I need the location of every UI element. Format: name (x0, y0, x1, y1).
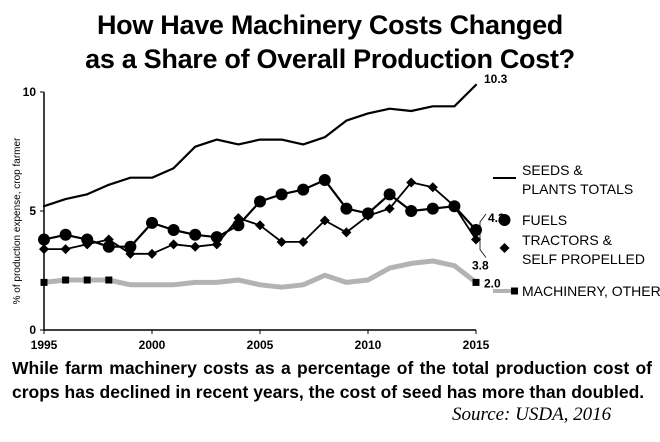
fuels-point (124, 240, 137, 253)
tractors-point (255, 220, 265, 231)
end-value-label: 2.0 (484, 276, 501, 290)
tractors-point (276, 236, 287, 247)
source-note: Source: USDA, 2016 (452, 404, 612, 425)
series-line (42, 83, 478, 208)
series-2 (39, 177, 481, 259)
legend-swatch (498, 214, 511, 226)
tractors-point (211, 239, 222, 250)
legend-item-0: SEEDS & PLANTS TOTALS (493, 162, 633, 197)
tractors-point (319, 215, 330, 226)
y-axis-label: % of production expense, crop farmer (12, 137, 23, 304)
end-value-label: 10.3 (484, 72, 508, 86)
tractors-point (384, 203, 395, 214)
fuels-point (426, 202, 439, 215)
legend-label: SEEDS & (522, 162, 583, 178)
chart-title-line-2: as a Share of Overall Production Cost? (85, 44, 575, 74)
series-3 (40, 258, 480, 290)
tractors-point (103, 234, 114, 245)
series-0 (42, 83, 478, 208)
x-tick-label: 2000 (139, 338, 166, 352)
tractors-point (298, 236, 309, 247)
legend-label: SELF PROPELLED (522, 251, 645, 267)
x-tick-label: 2005 (247, 338, 274, 352)
machinery-point (62, 276, 70, 284)
label-bracket (479, 213, 487, 258)
fuels-point (59, 228, 72, 241)
chart-title-line-1: How Have Machinery Costs Changed (96, 10, 563, 40)
fuels-point (146, 216, 158, 229)
chart-title: How Have Machinery Costs Changed as a Sh… (0, 8, 660, 76)
tractors-point (406, 177, 417, 188)
tractors-point (427, 182, 438, 193)
y-tick-label: 10 (23, 85, 37, 99)
tractors-point (125, 248, 136, 259)
legend-item-1: FUELS (498, 212, 567, 228)
fuels-point (383, 188, 396, 201)
tractors-point (363, 210, 373, 221)
fuels-point (318, 174, 331, 187)
tractors-point (449, 201, 460, 212)
chart-axes: 0 5 10 1995 2000 2005 2010 2015 % of production … (12, 85, 490, 352)
tractors-point (147, 248, 157, 259)
tractors-point (82, 239, 93, 250)
fuels-point (405, 205, 418, 217)
y-tick-label: 0 (29, 323, 36, 337)
tractors-point (190, 241, 201, 252)
fuels-point (470, 224, 482, 237)
machinery-point (83, 276, 91, 284)
line-chart: 0 5 10 1995 2000 2005 2010 2015 % of production … (12, 72, 660, 352)
machinery-point (40, 278, 48, 286)
legend-swatch (499, 243, 510, 253)
legend-swatch (511, 287, 518, 295)
tractors-point (341, 227, 352, 238)
end-value-label: 3.8 (472, 259, 489, 273)
fuels-point (102, 240, 115, 253)
legend-label: TRACTORS & (522, 232, 613, 248)
legend-item-3: MACHINERY, OTHER (493, 283, 660, 299)
fuels-point (254, 195, 266, 208)
tractors-point (471, 234, 481, 245)
series-line (41, 258, 479, 290)
tractors-point (60, 244, 71, 255)
tractors-point (233, 213, 244, 224)
chart-series: 10.34.23.82.0 (38, 72, 508, 290)
x-tick-label: 1995 (31, 338, 58, 352)
legend-label: MACHINERY, OTHER (522, 283, 660, 299)
machinery-point (105, 276, 113, 284)
fuels-point (189, 228, 202, 241)
fuels-point (38, 233, 50, 246)
fuels-point (275, 188, 288, 201)
legend-label: PLANTS TOTALS (522, 181, 633, 197)
fuels-point (340, 202, 353, 215)
legend-item-2: TRACTORS & SELF PROPELLED (499, 232, 645, 267)
chart-caption: While farm machinery costs as a percenta… (12, 358, 652, 402)
tractors-point (168, 239, 179, 250)
legend-label: FUELS (522, 212, 567, 228)
y-tick-label: 5 (29, 204, 36, 218)
x-tick-label: 2015 (463, 338, 490, 352)
x-tick-label: 2010 (355, 338, 382, 352)
machinery-point (472, 278, 480, 286)
fuels-point (297, 183, 310, 196)
series-1 (38, 174, 482, 253)
tractors-point (39, 244, 49, 255)
chart-legend: SEEDS & PLANTS TOTALS FUELS TRACTORS & SELF … (493, 162, 660, 299)
fuels-point (167, 224, 180, 237)
